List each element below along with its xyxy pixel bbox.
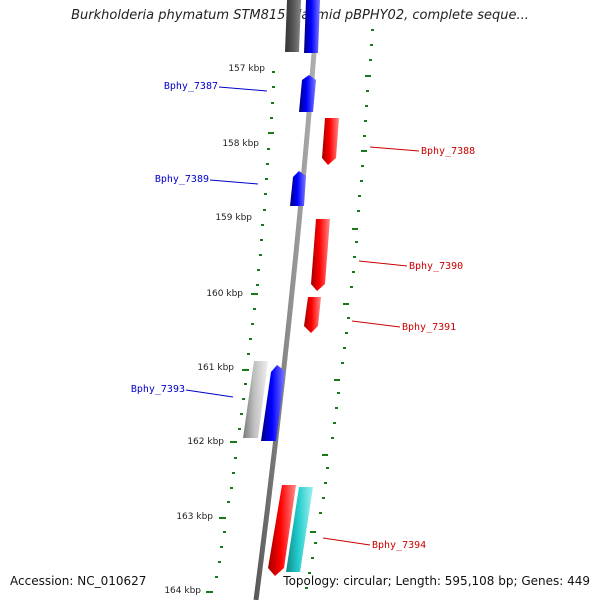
scale-label: 164 kbp [164, 586, 201, 596]
gene-arrow-reverse[interactable] [311, 219, 330, 291]
gene-label[interactable]: Bphy_7393 [131, 384, 185, 395]
outer-scale-ticks [305, 29, 374, 589]
scale-labels: 157 kbp 158 kbp 159 kbp 160 kbp 161 kbp … [164, 64, 265, 596]
scale-label: 160 kbp [206, 289, 243, 299]
gene-arrow-forward[interactable] [290, 171, 306, 206]
gene-arrow-forward[interactable] [299, 75, 316, 112]
scale-label: 158 kbp [222, 139, 259, 149]
gene-arrow-pseudo[interactable] [285, 0, 301, 52]
gene-label[interactable]: Bphy_7387 [164, 81, 218, 92]
scale-label: 157 kbp [228, 64, 265, 74]
gene-arrow-reverse[interactable] [268, 485, 296, 576]
gene-label[interactable]: Bphy_7389 [155, 174, 209, 185]
scale-label: 163 kbp [176, 512, 213, 522]
gene-label[interactable]: Bphy_7390 [409, 261, 463, 272]
scale-label: 161 kbp [197, 363, 234, 373]
gene-label[interactable]: Bphy_7391 [402, 322, 456, 333]
accession-label: Accession: NC_010627 [10, 574, 147, 588]
gene-labels: Bphy_7387 Bphy_7388 Bphy_7389 Bphy_7390 … [131, 81, 475, 551]
gene-label[interactable]: Bphy_7394 [372, 540, 426, 551]
label-leaders [185, 86, 420, 546]
inner-scale-ticks [206, 71, 275, 593]
other-feature[interactable] [286, 487, 313, 572]
topology-summary: Topology: circular; Length: 595,108 bp; … [283, 574, 590, 588]
gene-arrow-reverse[interactable] [322, 118, 339, 165]
gene-label[interactable]: Bphy_7388 [421, 146, 475, 157]
gene-arrow-pseudo[interactable] [243, 361, 268, 438]
gene-arrow-reverse[interactable] [304, 297, 321, 333]
gene-features [243, 0, 339, 576]
gene-arrow-forward[interactable] [304, 0, 320, 53]
scale-label: 159 kbp [215, 213, 252, 223]
scale-label: 162 kbp [187, 437, 224, 447]
gene-arrow-forward[interactable] [261, 365, 285, 441]
